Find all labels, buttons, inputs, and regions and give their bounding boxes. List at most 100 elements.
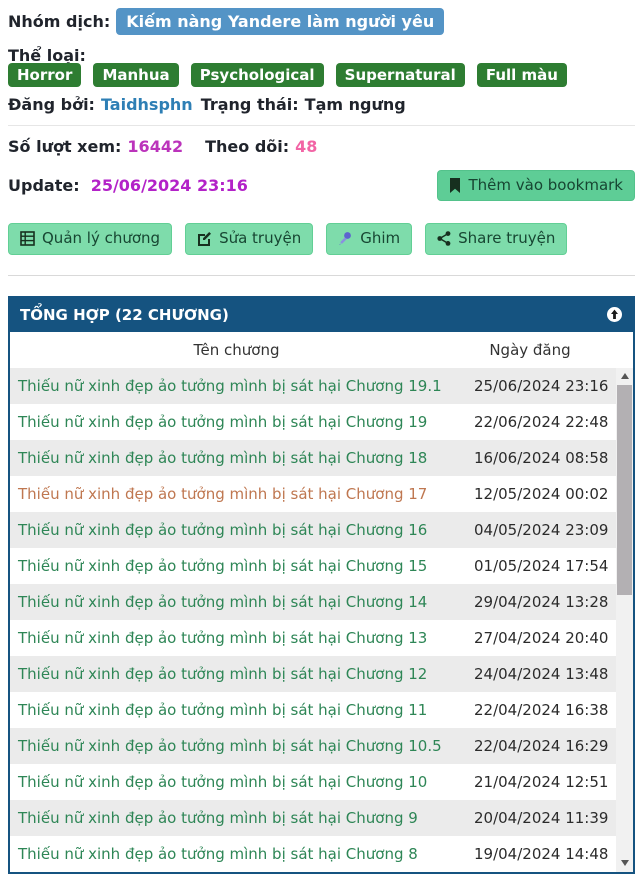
genre-badge[interactable]: Horror (8, 63, 82, 87)
chapters-panel: TỔNG HỢP (22 CHƯƠNG) Tên chương Ngày đăn… (8, 295, 635, 874)
translator-label: Nhóm dịch: (8, 12, 111, 31)
chapter-date: 19/04/2024 14:48 (474, 844, 609, 863)
chapter-link[interactable]: Thiếu nữ xinh đẹp ảo tưởng mình bị sát h… (18, 772, 428, 791)
chapter-date: 01/05/2024 17:54 (474, 556, 609, 575)
chapter-link[interactable]: Thiếu nữ xinh đẹp ảo tưởng mình bị sát h… (18, 412, 428, 431)
chapter-link[interactable]: Thiếu nữ xinh đẹp ảo tưởng mình bị sát h… (18, 628, 428, 647)
column-header-date: Ngày đăng (489, 340, 571, 359)
status-value: Tạm ngưng (304, 95, 406, 114)
chapter-table-body: Thiếu nữ xinh đẹp ảo tưởng mình bị sát h… (10, 367, 633, 872)
chapter-link[interactable]: Thiếu nữ xinh đẹp ảo tưởng mình bị sát h… (18, 520, 428, 539)
chapter-link[interactable]: Thiếu nữ xinh đẹp ảo tưởng mình bị sát h… (18, 736, 442, 755)
edit-story-label: Sửa truyện (219, 229, 302, 248)
chapter-link[interactable]: Thiếu nữ xinh đẹp ảo tưởng mình bị sát h… (18, 592, 428, 611)
views-count: 16442 (127, 137, 184, 156)
update-group: Update: 25/06/2024 23:16 (8, 176, 248, 195)
chapter-row: Thiếu nữ xinh đẹp ảo tưởng mình bị sát h… (10, 548, 616, 584)
pin-button[interactable]: Ghim (326, 223, 413, 255)
genre-badge[interactable]: Manhua (93, 63, 179, 87)
chapter-date: 20/04/2024 11:39 (474, 808, 609, 827)
uploader-row: Đăng bởi: Taidhsphn Trạng thái: Tạm ngưn… (8, 95, 635, 126)
chapter-link[interactable]: Thiếu nữ xinh đẹp ảo tưởng mình bị sát h… (18, 376, 442, 395)
scrollbar-down-button[interactable] (616, 854, 633, 872)
chapter-row: Thiếu nữ xinh đẹp ảo tưởng mình bị sát h… (10, 620, 616, 656)
chapter-date: 29/04/2024 13:28 (474, 592, 609, 611)
scrollbar-thumb[interactable] (617, 384, 632, 595)
manage-chapters-button[interactable]: Quản lý chương (8, 223, 173, 255)
genre-badge[interactable]: Psychological (190, 63, 324, 87)
share-story-label: Share truyện (458, 229, 556, 248)
chapter-date: 04/05/2024 23:09 (474, 520, 609, 539)
chapter-date: 16/06/2024 08:58 (474, 448, 609, 467)
chapter-row: Thiếu nữ xinh đẹp ảo tưởng mình bị sát h… (10, 799, 616, 836)
chapter-row: Thiếu nữ xinh đẹp ảo tưởng mình bị sát h… (10, 439, 616, 476)
chapter-date: 22/04/2024 16:38 (474, 700, 609, 719)
actions-row: Quản lý chương Sửa truyện Ghim (8, 223, 635, 255)
edit-icon (197, 231, 212, 247)
chapter-date: 27/04/2024 20:40 (474, 628, 609, 647)
chapter-row: Thiếu nữ xinh đẹp ảo tưởng mình bị sát h… (10, 476, 616, 512)
chapters-panel-title: TỔNG HỢP (22 CHƯƠNG) (20, 305, 229, 324)
update-datetime: 25/06/2024 23:16 (90, 176, 248, 196)
translator-group-link[interactable]: Kiếm nàng Yandere làm người yêu (116, 8, 445, 35)
chapter-link[interactable]: Thiếu nữ xinh đẹp ảo tưởng mình bị sát h… (18, 700, 428, 719)
stats-row: Số lượt xem: 16442 Theo dõi: 48 (8, 137, 635, 156)
chapter-link[interactable]: Thiếu nữ xinh đẹp ảo tưởng mình bị sát h… (18, 448, 428, 467)
column-header-name: Tên chương (193, 340, 280, 359)
status-label: Trạng thái: (200, 95, 299, 114)
chapter-row: Thiếu nữ xinh đẹp ảo tưởng mình bị sát h… (10, 367, 616, 404)
bookmark-button-label: Thêm vào bookmark (468, 176, 623, 194)
update-row: Update: 25/06/2024 23:16 Thêm vào bookma… (8, 170, 635, 202)
views-label: Số lượt xem: (8, 137, 122, 156)
section-divider (8, 274, 635, 276)
chapter-table-header: Tên chương Ngày đăng (10, 332, 633, 368)
pin-label: Ghim (360, 229, 401, 248)
chapter-date: 22/04/2024 16:29 (474, 736, 609, 755)
genre-badge[interactable]: Supernatural (335, 63, 465, 87)
share-icon (437, 231, 451, 247)
chapter-row: Thiếu nữ xinh đẹp ảo tưởng mình bị sát h… (10, 404, 616, 440)
chapter-row: Thiếu nữ xinh đẹp ảo tưởng mình bị sát h… (10, 511, 616, 548)
chapter-row: Thiếu nữ xinh đẹp ảo tưởng mình bị sát h… (10, 836, 616, 872)
genres-row: Thể loại: Horror Manhua Psychological Su… (8, 46, 635, 87)
sort-up-icon[interactable] (606, 306, 623, 323)
chapter-scrollbar[interactable] (616, 367, 633, 872)
chapter-link[interactable]: Thiếu nữ xinh đẹp ảo tưởng mình bị sát h… (18, 484, 428, 503)
chapter-row: Thiếu nữ xinh đẹp ảo tưởng mình bị sát h… (10, 692, 616, 728)
genre-badge-list: Horror Manhua Psychological Supernatural… (8, 63, 574, 87)
chapter-link[interactable]: Thiếu nữ xinh đẹp ảo tưởng mình bị sát h… (18, 664, 428, 683)
chapter-date: 21/04/2024 12:51 (474, 772, 609, 791)
chapter-date: 12/05/2024 00:02 (474, 484, 609, 503)
edit-story-button[interactable]: Sửa truyện (185, 223, 314, 255)
genre-badge[interactable]: Full màu (476, 63, 567, 87)
follow-label: Theo dõi: (205, 137, 290, 156)
chapter-link[interactable]: Thiếu nữ xinh đẹp ảo tưởng mình bị sát h… (18, 844, 418, 863)
chapter-date: 25/06/2024 23:16 (474, 376, 609, 395)
scroll-down-icon (620, 860, 629, 866)
chapter-list: Thiếu nữ xinh đẹp ảo tưởng mình bị sát h… (10, 367, 616, 872)
chapter-row: Thiếu nữ xinh đẹp ảo tưởng mình bị sát h… (10, 727, 616, 764)
chapter-date: 24/04/2024 13:48 (474, 664, 609, 683)
scroll-up-icon (620, 373, 629, 379)
chapter-link[interactable]: Thiếu nữ xinh đẹp ảo tưởng mình bị sát h… (18, 556, 428, 575)
bookmark-icon (449, 178, 461, 194)
chapter-row: Thiếu nữ xinh đẹp ảo tưởng mình bị sát h… (10, 764, 616, 800)
chapter-list-icon (20, 231, 35, 247)
chapter-row: Thiếu nữ xinh đẹp ảo tưởng mình bị sát h… (10, 655, 616, 692)
uploader-label: Đăng bởi: (8, 95, 95, 114)
chapters-panel-header[interactable]: TỔNG HỢP (22 CHƯƠNG) (10, 297, 633, 332)
chapter-date: 22/06/2024 22:48 (474, 412, 609, 431)
genres-label: Thể loại: (8, 46, 86, 65)
update-label: Update: (8, 176, 80, 196)
chapter-link[interactable]: Thiếu nữ xinh đẹp ảo tưởng mình bị sát h… (18, 808, 418, 827)
follow-count: 48 (295, 137, 318, 156)
manage-chapters-label: Quản lý chương (42, 229, 161, 248)
translator-row: Nhóm dịch: Kiếm nàng Yandere làm người y… (8, 8, 635, 35)
chapter-row: Thiếu nữ xinh đẹp ảo tưởng mình bị sát h… (10, 583, 616, 620)
scrollbar-up-button[interactable] (616, 367, 633, 385)
pushpin-icon (338, 231, 353, 246)
add-bookmark-button[interactable]: Thêm vào bookmark (437, 170, 635, 202)
uploader-link[interactable]: Taidhsphn (100, 95, 193, 114)
share-story-button[interactable]: Share truyện (425, 223, 568, 255)
